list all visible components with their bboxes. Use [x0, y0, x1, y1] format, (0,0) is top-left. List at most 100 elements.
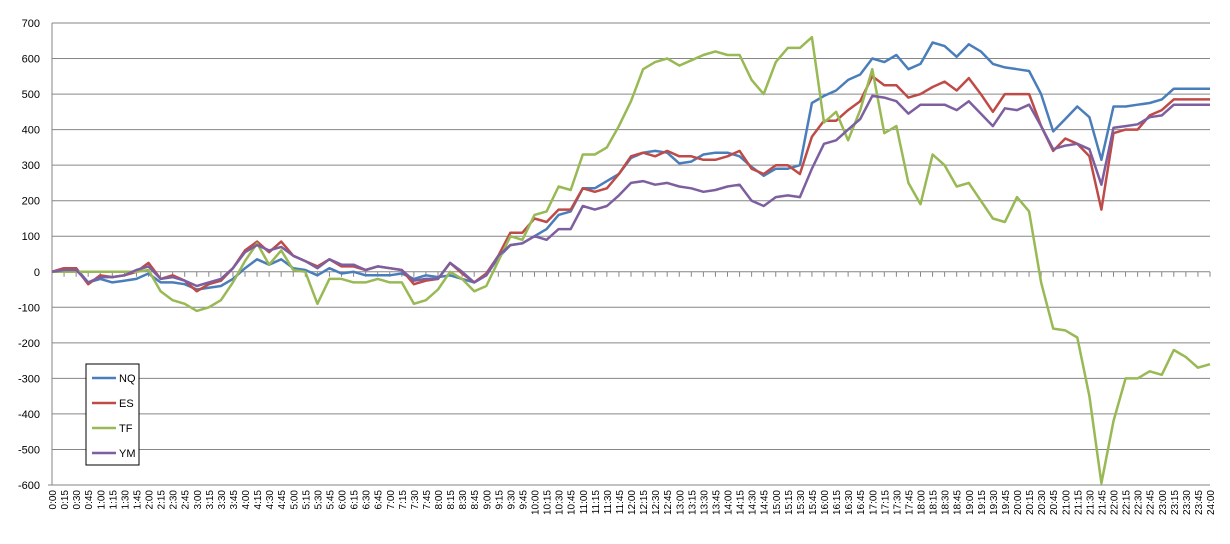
- x-tick-label: 24:00: [1206, 490, 1217, 515]
- x-tick-label: 19:30: [989, 490, 1000, 515]
- x-tick-label: 16:00: [820, 490, 831, 515]
- x-tick-label: 17:15: [880, 490, 891, 515]
- x-tick-label: 22:00: [1110, 490, 1121, 515]
- y-tick-label: -400: [18, 409, 40, 421]
- y-tick-label: 700: [22, 18, 40, 30]
- y-tick-label: -300: [18, 373, 40, 385]
- x-tick-label: 15:45: [808, 490, 819, 515]
- y-tick-label: -200: [18, 338, 40, 350]
- legend-label-es: ES: [119, 398, 134, 410]
- x-tick-label: 11:00: [579, 490, 590, 515]
- x-tick-label: 9:45: [518, 490, 529, 510]
- x-tick-label: 5:00: [289, 490, 300, 510]
- x-tick-label: 1:00: [96, 490, 107, 510]
- y-tick-label: 500: [22, 89, 40, 101]
- x-tick-label: 3:15: [205, 490, 216, 510]
- x-tick-label: 7:15: [398, 490, 409, 510]
- x-tick-label: 4:45: [277, 490, 288, 510]
- y-tick-label: -100: [18, 302, 40, 314]
- x-tick-label: 16:30: [844, 490, 855, 515]
- x-tick-label: 16:45: [856, 490, 867, 515]
- x-tick-label: 0:30: [72, 490, 83, 510]
- series-line-es: [51, 75, 1210, 293]
- y-tick-label: 600: [22, 54, 40, 66]
- x-tick-label: 18:00: [917, 490, 928, 515]
- y-tick-label: 0: [34, 267, 40, 279]
- x-tick-label: 18:15: [929, 490, 940, 515]
- y-tick-label: 200: [22, 196, 40, 208]
- legend-label-nq: NQ: [119, 373, 136, 385]
- x-tick-label: 12:15: [639, 490, 650, 515]
- x-tick-label: 12:45: [663, 490, 674, 515]
- x-tick-label: 2:30: [169, 490, 180, 510]
- x-tick-label: 13:00: [675, 490, 686, 515]
- y-tick-label: 100: [22, 231, 40, 243]
- x-tick-label: 23:45: [1194, 490, 1205, 515]
- x-tick-label: 19:45: [1001, 490, 1012, 515]
- x-tick-label: 6:15: [350, 490, 361, 510]
- x-tick-label: 23:00: [1158, 490, 1169, 515]
- x-tick-label: 14:45: [760, 490, 771, 515]
- x-tick-label: 3:30: [217, 490, 228, 510]
- x-tick-label: 19:00: [965, 490, 976, 515]
- x-tick-label: 5:30: [313, 490, 324, 510]
- x-tick-label: 9:30: [506, 490, 517, 510]
- x-tick-label: 21:15: [1073, 490, 1084, 515]
- x-tick-label: 4:00: [241, 490, 252, 510]
- y-tick-label: 400: [22, 125, 40, 137]
- y-tick-label: -600: [18, 480, 40, 492]
- x-tick-label: 13:45: [711, 490, 722, 515]
- x-tick-label: 10:15: [543, 490, 554, 515]
- x-tick-label: 7:30: [410, 490, 421, 510]
- legend-label-tf: TF: [119, 423, 133, 435]
- x-tick-label: 14:15: [736, 490, 747, 515]
- x-tick-label: 12:00: [627, 490, 638, 515]
- x-tick-label: 21:00: [1061, 490, 1072, 515]
- x-tick-label: 11:15: [591, 490, 602, 515]
- x-tick-label: 10:45: [567, 490, 578, 515]
- x-tick-label: 3:45: [229, 490, 240, 510]
- x-tick-label: 1:15: [108, 490, 119, 510]
- x-tick-label: 15:30: [796, 490, 807, 515]
- x-tick-label: 7:45: [422, 490, 433, 510]
- x-tick-label: 10:00: [531, 490, 542, 515]
- x-tick-label: 17:30: [892, 490, 903, 515]
- x-tick-label: 20:30: [1037, 490, 1048, 515]
- y-axis: -600 -500 -400 -300 -200 -100 0 100 200 300 400 500…: [18, 18, 53, 492]
- x-tick-label: 4:30: [265, 490, 276, 510]
- x-tick-label: 18:30: [941, 490, 952, 515]
- x-tick-label: 12:30: [651, 490, 662, 515]
- x-tick-label: 5:15: [301, 490, 312, 510]
- x-tick-label: 18:45: [953, 490, 964, 515]
- x-tick-label: 6:00: [338, 490, 349, 510]
- x-tick-label: 21:45: [1097, 490, 1108, 515]
- x-tick-label: 21:30: [1085, 490, 1096, 515]
- y-tick-label: 300: [22, 160, 40, 172]
- x-tick-label: 0:15: [60, 490, 71, 510]
- legend-box: [85, 363, 140, 466]
- series-lines: [51, 35, 1211, 485]
- gridlines: [52, 22, 1210, 486]
- x-tick-label: 6:30: [362, 490, 373, 510]
- x-tick-label: 9:00: [482, 490, 493, 510]
- x-tick-label: 10:30: [555, 490, 566, 515]
- x-tick-label: 2:00: [145, 490, 156, 510]
- x-tick-label: 0:00: [48, 490, 59, 510]
- x-tick-label: 1:30: [120, 490, 131, 510]
- x-tick-label: 20:00: [1013, 490, 1024, 515]
- x-tick-label: 14:30: [748, 490, 759, 515]
- series-line-ym: [51, 94, 1210, 288]
- x-tick-label: 4:15: [253, 490, 264, 510]
- x-tick-label: 2:15: [157, 490, 168, 510]
- x-tick-label: 22:45: [1146, 490, 1157, 515]
- x-tick-label: 11:30: [603, 490, 614, 515]
- x-tick-label: 8:15: [446, 490, 457, 510]
- series-line-tf: [52, 35, 1211, 485]
- x-tick-label: 7:00: [386, 490, 397, 510]
- x-tick-label: 17:00: [868, 490, 879, 515]
- x-tick-label: 6:45: [374, 490, 385, 510]
- x-tick-label: 9:15: [494, 490, 505, 510]
- x-tick-label: 8:30: [458, 490, 469, 510]
- x-tick-label: 23:15: [1170, 490, 1181, 515]
